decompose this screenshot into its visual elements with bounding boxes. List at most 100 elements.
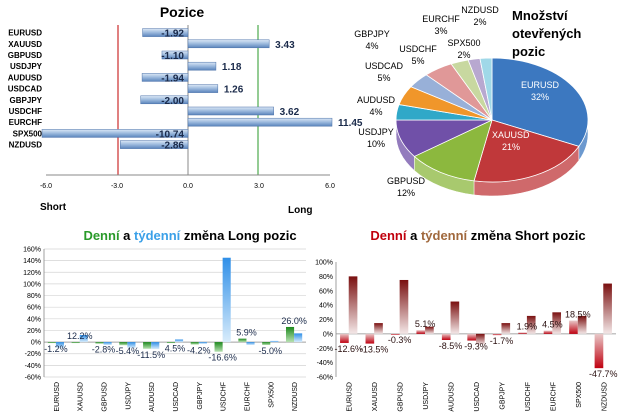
short-data-label-eurchf: 4.5% [542, 320, 563, 330]
pie-value-eurusd: 32% [531, 92, 549, 102]
long-category-gbpjpy: GBPJPY [197, 382, 204, 410]
long-bar-denní-eurchf [238, 338, 247, 343]
pie-label-eurchf: EURCHF [422, 14, 460, 24]
position-x-tick: 0.0 [183, 183, 193, 190]
short-data-label-eurusd: -12.6% [334, 344, 363, 354]
long-title-daily: Denní [83, 228, 120, 243]
position-bar-usdjpy [187, 61, 217, 71]
position-value-eurchf: 11.45 [338, 118, 363, 129]
long-category-nzdusd: NZDUSD [292, 382, 299, 411]
long-y-tick: 140% [23, 258, 41, 265]
long-axis-label: Long [288, 205, 312, 216]
long-data-label-gbpusd: -2.8% [92, 345, 116, 355]
short-bar-denní-audusd [441, 333, 451, 340]
pie-label-gbpjpy: GBPJPY [354, 29, 390, 39]
position-value-xauusd: 3.43 [275, 40, 295, 51]
position-category-usdjpy: USDJPY [10, 62, 43, 71]
long-bar-týdenní-usdchf [222, 257, 231, 343]
short-axis-label: Short [40, 202, 67, 213]
position-value-gbpusd: -1.10 [161, 51, 184, 62]
position-category-nzdusd: NZDUSD [9, 141, 43, 150]
short-bar-týdenní-usdcad [476, 333, 485, 345]
short-category-eurusd: EURUSD [347, 382, 354, 412]
long-title-weekly: týdenní [134, 228, 181, 243]
long-bar-denní-usdjpy [119, 342, 128, 346]
short-change-title: Denní a týdenní změna Short pozic [370, 228, 585, 243]
short-data-label-nzdusd: -47.7% [589, 369, 618, 379]
position-category-eurusd: EURUSD [8, 29, 42, 38]
pie-label-gbpusd: GBPUSD [387, 176, 426, 186]
pie-slice-nzdusd [479, 57, 493, 121]
long-category-usdcad: USDCAD [173, 382, 180, 412]
position-value-gbpjpy: -2.00 [161, 96, 184, 107]
short-data-label-usdcad: -9.3% [464, 342, 488, 352]
position-category-gbpusd: GBPUSD [8, 51, 42, 60]
long-category-eurusd: EURUSD [54, 382, 61, 412]
pie-label-eurusd: EURUSD [521, 80, 560, 90]
pie-title-line-1: Množství [512, 8, 568, 23]
position-category-usdcad: USDCAD [8, 85, 42, 94]
short-bar-týdenní-usdchf [526, 315, 536, 334]
pie-value-spx500: 2% [457, 50, 470, 60]
short-data-label-gbpusd: -0.3% [388, 335, 412, 345]
pie-label-spx500: SPX500 [447, 38, 480, 48]
long-change-title: Denní a týdenní změna Long pozic [83, 228, 296, 243]
long-y-tick: 80% [27, 293, 41, 300]
short-data-label-xauusd: -13.5% [360, 345, 389, 355]
long-category-gbpusd: GBPUSD [102, 382, 109, 412]
pie-label-nzdusd: NZDUSD [461, 5, 499, 15]
short-category-audusd: AUDUSD [449, 382, 456, 412]
short-bar-denní-eurusd [340, 333, 349, 343]
positions-chart: Pozice EURUSD XAUUSD GBPUSD USDJPY AUDUSD USD… [8, 4, 363, 216]
short-data-label-usdjpy: 5.1% [415, 319, 436, 329]
short-y-tick: -60% [317, 375, 333, 382]
long-category-usdchf: USDCHF [221, 382, 228, 411]
long-bar-denní-spx500 [262, 342, 271, 345]
pie-label-usdjpy: USDJPY [358, 127, 394, 137]
long-y-tick: 100% [23, 281, 41, 288]
long-category-xauusd: XAUUSD [78, 382, 85, 411]
position-bar-gbpusd [161, 50, 189, 60]
position-category-audusd: AUDUSD [8, 73, 42, 82]
short-bar-týdenní-nzdusd [603, 283, 612, 334]
long-bar-týdenní-spx500 [270, 340, 279, 343]
short-data-label-audusd: -8.5% [439, 341, 463, 351]
short-title-weekly: týdenní [421, 228, 468, 243]
short-bar-týdenní-eurchf [552, 312, 562, 334]
position-bar-usdchf [187, 106, 274, 116]
long-data-label-usdjpy: -5.4% [116, 346, 140, 356]
long-bar-týdenní-gbpusd [103, 342, 112, 345]
position-bar-eurusd [142, 28, 189, 37]
long-y-tick: 120% [23, 270, 41, 277]
position-value-usdcad: 1.26 [224, 85, 244, 96]
short-bar-denní-usdchf [518, 332, 527, 334]
short-bar-denní-gbpjpy [492, 333, 502, 336]
short-bar-týdenní-audusd [450, 301, 460, 334]
position-value-spx500: -10.74 [156, 129, 185, 140]
short-bar-denní-nzdusd [594, 333, 604, 369]
position-category-spx500: SPX500 [13, 129, 43, 138]
position-category-eurchf: EURCHF [9, 118, 42, 127]
long-bar-týdenní-nzdusd [294, 333, 303, 343]
short-category-gbpusd: GBPUSD [398, 382, 405, 412]
long-category-spx500: SPX500 [268, 382, 275, 408]
long-bar-denní-eurusd [47, 342, 56, 344]
position-bar-gbpjpy [140, 95, 189, 105]
long-category-audusd: AUDUSD [149, 382, 156, 412]
pie-slice-xauusd [473, 119, 580, 183]
long-data-label-usdchf: -16.6% [208, 353, 237, 363]
short-bar-denní-gbpusd [390, 333, 400, 335]
long-bar-denní-xauusd [71, 342, 80, 344]
short-category-usdjpy: USDJPY [423, 382, 430, 410]
position-bar-xauusd [187, 39, 270, 49]
long-y-tick: -20% [25, 351, 41, 358]
position-value-usdchf: 3.62 [280, 107, 300, 118]
short-bar-denní-xauusd [365, 333, 375, 344]
long-data-label-xauusd: 12.2% [67, 331, 93, 341]
long-change-chart: Denní a týdenní změna Long pozic -1.2% 12… [23, 228, 307, 412]
position-category-xauusd: XAUUSD [8, 40, 42, 49]
short-category-eurchf: EURCHF [550, 382, 557, 411]
short-y-tick: 100% [315, 260, 333, 267]
pie-title-line-2: otevřených [512, 26, 581, 41]
short-y-tick: 0% [323, 331, 333, 338]
